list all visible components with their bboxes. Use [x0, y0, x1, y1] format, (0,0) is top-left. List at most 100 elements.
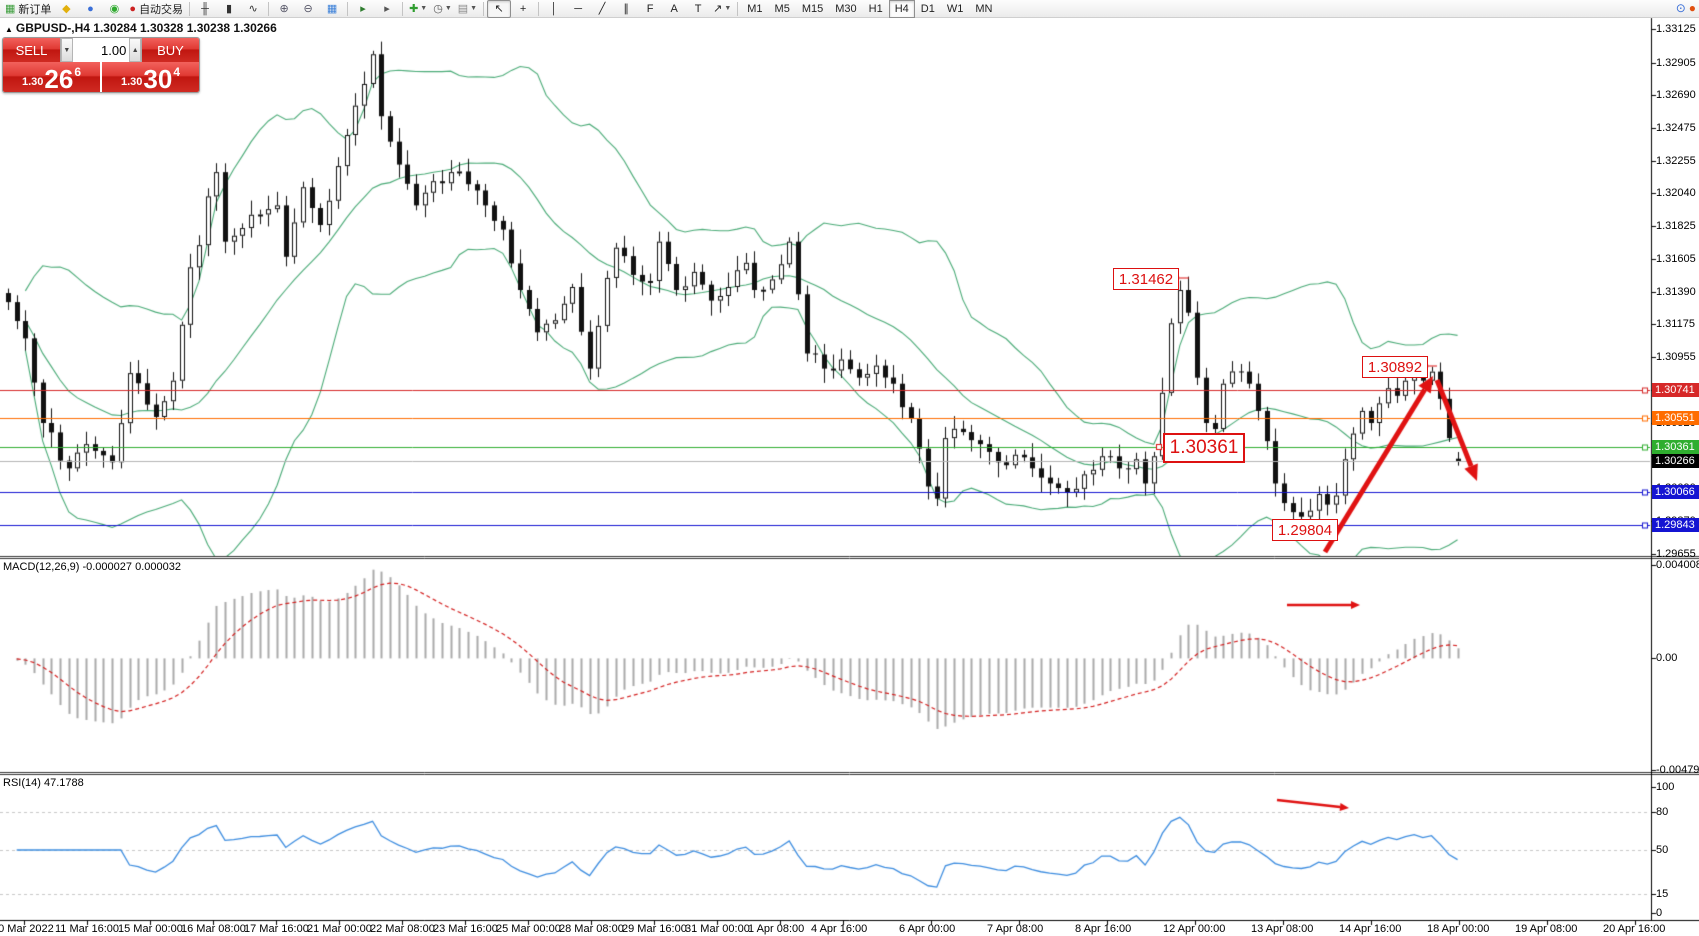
timeframe-h4-button[interactable]: H4 [888, 0, 915, 18]
sell-price-prefix: 1.30 [21, 76, 44, 88]
current-price-tag: 1.30266 [1652, 454, 1699, 468]
time-axis-label: 18 Apr 00:00 [1427, 923, 1490, 935]
time-axis-label: 29 Mar 16:00 [622, 923, 687, 935]
time-axis-label: 22 Mar 08:00 [370, 923, 435, 935]
rsi-axis-label: 80 [1656, 806, 1669, 818]
zoom-out-icon[interactable]: ⊖ [303, 2, 313, 15]
rsi-axis-label: 0 [1656, 907, 1663, 919]
new-order-button[interactable]: ▦ 新订单 [5, 2, 52, 16]
cursor-button[interactable]: ↖ [487, 0, 512, 18]
price-axis-label: 1.31390 [1656, 286, 1696, 298]
zoom-in-icon[interactable]: ⊕ [279, 2, 289, 15]
time-axis-label: 6 Apr 00:00 [899, 923, 956, 935]
price-axis-label: 1.32905 [1656, 57, 1696, 69]
toolbar: ▦ 新订单 ◆ ● ◉ ● 自动交易 ╫ ▮ ∿ ⊕ ⊖ ▦ ▸ ▸ ✚ ▼ ◷ ▼ ▤ ▼ ↖ + │ ─ ╱ ∥ F A T ↗ ▼ M1 M… [0, 0, 1699, 18]
price-axis-label: 1.32475 [1656, 122, 1696, 134]
autotrading-button[interactable]: ● 自动交易 [129, 2, 184, 16]
crosshair-button[interactable]: + [519, 2, 527, 15]
channel-button[interactable]: ∥ [623, 2, 629, 15]
candlestick-chart-icon[interactable]: ▮ [226, 2, 233, 15]
sell-price-digits: 26 [44, 64, 74, 93]
line-chart-icon[interactable]: ∿ [248, 2, 258, 15]
timeframe-m30-button[interactable]: M30 [835, 2, 857, 15]
toolbar-separator [737, 1, 739, 16]
price-axis-label: 1.31605 [1656, 253, 1696, 265]
volume-input[interactable] [72, 38, 130, 62]
price-axis-label: 1.31175 [1656, 318, 1695, 330]
time-axis-label: 10 Mar 2022 [0, 923, 54, 935]
chart-title: ▲ GBPUSD-,H4 1.30284 1.30328 1.30238 1.30… [5, 21, 277, 35]
timeframe-w1-button[interactable]: W1 [946, 2, 964, 15]
toolbar-separator [268, 1, 270, 16]
buy-price-digits: 30 [143, 64, 173, 93]
chart-shift-icon[interactable]: ▸ [384, 2, 390, 15]
buy-price-display: 1.30 30 4 [102, 62, 199, 92]
time-axis-label: 19 Apr 08:00 [1515, 923, 1578, 935]
price-axis-label: 1.32040 [1656, 187, 1696, 199]
time-axis-label: 23 Mar 16:00 [433, 923, 498, 935]
tile-windows-icon[interactable]: ▦ [326, 2, 338, 15]
time-axis-label: 8 Apr 16:00 [1075, 923, 1132, 935]
hline-price-tag: 1.29843 [1652, 518, 1699, 532]
price-annotation[interactable]: 1.31462 [1113, 268, 1179, 290]
text-button[interactable]: A [670, 2, 678, 15]
rsi-axis-label: 100 [1656, 781, 1675, 793]
chart-symbol-icon: ▲ [5, 25, 13, 34]
templates-button[interactable]: ▤ ▼ [457, 2, 478, 15]
price-annotation[interactable]: 1.30361 [1163, 433, 1245, 463]
auto-scroll-icon[interactable]: ▸ [360, 2, 366, 15]
profile-icon[interactable]: ● [87, 2, 94, 15]
timeframe-mn-button[interactable]: MN [975, 2, 993, 15]
volume-up-button[interactable]: ▲ [129, 38, 142, 62]
time-axis-label: 4 Apr 16:00 [811, 923, 868, 935]
hline-price-tag: 1.30361 [1652, 440, 1699, 454]
time-axis-label: 15 Mar 00:00 [118, 923, 183, 935]
time-axis-label: 20 Apr 16:00 [1603, 923, 1666, 935]
one-click-panel: SELL ▼ ▲ BUY 1.30 26 6 1.30 30 4 [2, 37, 200, 93]
time-axis-label: 28 Mar 08:00 [559, 923, 624, 935]
price-annotation[interactable]: 1.30892 [1362, 356, 1428, 378]
time-axis-label: 12 Apr 00:00 [1163, 923, 1226, 935]
time-axis-label: 11 Mar 16:00 [55, 923, 120, 935]
hline-price-tag: 1.30066 [1652, 485, 1699, 499]
price-axis-label: 1.31825 [1656, 220, 1696, 232]
vertical-line-button[interactable]: │ [550, 2, 558, 15]
toolbar-separator [189, 1, 191, 16]
buy-price-pip: 4 [173, 65, 181, 79]
timeframe-m5-button[interactable]: M5 [774, 2, 790, 15]
label-button[interactable]: T [694, 2, 702, 15]
fibonacci-button[interactable]: F [646, 2, 654, 15]
timeframe-d1-button[interactable]: D1 [920, 2, 935, 15]
hline-price-tag: 1.30741 [1652, 383, 1699, 397]
horizontal-line-button[interactable]: ─ [574, 2, 582, 15]
buy-button[interactable]: BUY [142, 38, 199, 62]
price-annotation[interactable]: 1.29804 [1272, 519, 1338, 541]
timeframe-h1-button[interactable]: H1 [868, 2, 883, 15]
timeframe-m15-button[interactable]: M15 [801, 2, 824, 15]
search-icon[interactable]: ⊙ [1675, 1, 1686, 15]
hline-price-tag: 1.30551 [1652, 411, 1699, 425]
macd-axis-label: 0.00 [1656, 652, 1678, 664]
signals-icon[interactable]: ◉ [109, 2, 120, 15]
trendline-button[interactable]: ╱ [598, 2, 606, 15]
price-axis-label: 1.33125 [1656, 23, 1696, 35]
time-axis-label: 17 Mar 16:00 [244, 923, 309, 935]
timeframe-m1-button[interactable]: M1 [747, 2, 763, 15]
time-axis-label: 13 Apr 08:00 [1251, 923, 1314, 935]
price-axis-label: 1.30955 [1656, 351, 1696, 363]
time-axis-label: 1 Apr 08:00 [748, 923, 805, 935]
time-axis-label: 21 Mar 00:00 [307, 923, 372, 935]
macd-label: MACD(12,26,9) -0.000027 0.000032 [3, 561, 181, 573]
sell-button[interactable]: SELL [3, 38, 60, 62]
alert-icon[interactable]: ● [1688, 1, 1696, 15]
volume-down-button[interactable]: ▼ [61, 38, 73, 62]
bar-chart-icon[interactable]: ╫ [201, 2, 209, 15]
shapes-button[interactable]: ↗ ▼ [713, 2, 732, 15]
indicators-button[interactable]: ✚ ▼ [409, 2, 428, 15]
macd-axis-label: 0.004008 [1656, 559, 1699, 571]
volume-control: ▼ ▲ [60, 38, 142, 62]
periods-button[interactable]: ◷ ▼ [433, 2, 452, 15]
toolbar-separator [538, 1, 540, 16]
styler-icon[interactable]: ◆ [62, 2, 71, 15]
